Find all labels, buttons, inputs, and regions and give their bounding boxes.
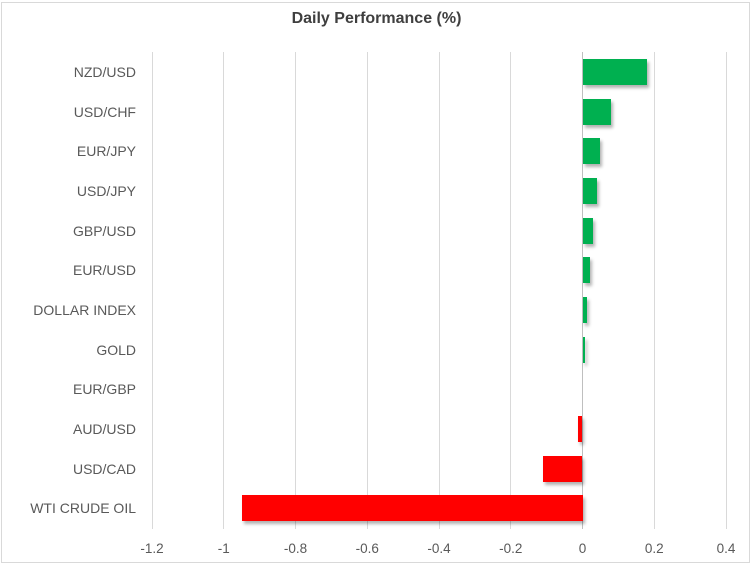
x-tick-label: 0.2 [644, 541, 664, 556]
chart-title: Daily Performance (%) [291, 10, 462, 27]
y-axis-category-labels: NZD/USD USD/CHF EUR/JPY USD/JPY GBP/USD EUR/U… [0, 52, 136, 528]
x-tick-label: -0.2 [499, 541, 523, 556]
x-tick-label: -0.8 [283, 541, 308, 556]
negative-bar-wti-crude-oil [241, 495, 583, 522]
positive-bar-gbp-usd [582, 217, 594, 244]
x-tick-label: -1.2 [140, 541, 164, 556]
positive-bar-nzd-usd [582, 58, 648, 85]
category-label: GOLD [96, 341, 136, 358]
positive-bar-dollar-index [582, 296, 588, 323]
positive-bar-usd-jpy [582, 177, 597, 204]
category-label: EUR/USD [72, 262, 136, 279]
gridline [295, 52, 296, 529]
category-label: DOLLAR INDEX [33, 301, 136, 318]
positive-bar-gold [582, 336, 585, 363]
category-label: EUR/JPY [76, 143, 136, 160]
x-tick-label: -1 [217, 541, 230, 556]
negative-bar-aud-usd [577, 415, 583, 442]
category-label: USD/CHF [73, 103, 136, 120]
zero-axis-line [582, 52, 583, 529]
category-label: NZD/USD [73, 63, 136, 80]
x-tick-label: 0 [578, 541, 587, 556]
x-tick-label: -0.4 [427, 541, 451, 556]
category-label: EUR/GBP [72, 381, 136, 398]
positive-bar-eur-jpy [582, 138, 601, 165]
gridline [653, 52, 655, 529]
x-tick-label: -0.6 [355, 541, 379, 556]
gridline [223, 52, 225, 529]
category-label: USD/CAD [72, 460, 136, 477]
category-label: WTI CRUDE OIL [30, 500, 136, 517]
gridline [366, 52, 368, 529]
gridline [510, 52, 512, 529]
category-label: USD/JPY [76, 182, 136, 199]
plot-area [151, 52, 727, 529]
gridline [151, 52, 153, 529]
gridline [725, 52, 727, 529]
x-tick-label: 0.4 [716, 541, 736, 556]
positive-bar-usd-chf [582, 98, 612, 125]
category-label: GBP/USD [72, 222, 136, 239]
category-label: AUD/USD [72, 420, 136, 437]
gridline [438, 52, 440, 529]
negative-bar-usd-cad [543, 455, 583, 482]
positive-bar-eur-usd [582, 257, 590, 284]
